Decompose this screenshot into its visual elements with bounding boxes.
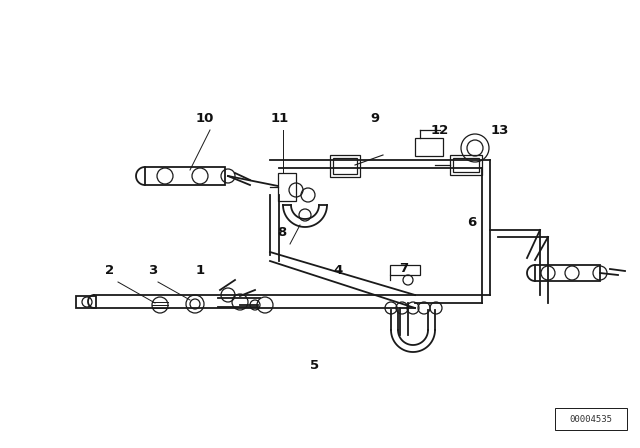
Bar xyxy=(415,138,443,156)
Bar xyxy=(555,408,627,430)
Text: 13: 13 xyxy=(491,124,509,137)
Text: 4: 4 xyxy=(333,263,342,276)
Text: 2: 2 xyxy=(106,263,115,276)
Bar xyxy=(535,265,600,281)
Text: 11: 11 xyxy=(271,112,289,125)
Text: 6: 6 xyxy=(467,215,477,228)
Bar xyxy=(145,167,225,185)
Bar xyxy=(278,173,296,201)
Text: 10: 10 xyxy=(196,112,214,125)
Bar xyxy=(450,155,482,175)
Bar xyxy=(330,155,360,177)
Text: 3: 3 xyxy=(148,263,157,276)
Bar xyxy=(453,158,479,172)
Text: 1: 1 xyxy=(195,263,205,276)
Text: 7: 7 xyxy=(399,262,408,275)
Text: 5: 5 xyxy=(310,358,319,371)
Text: 9: 9 xyxy=(371,112,380,125)
Text: 8: 8 xyxy=(277,225,287,238)
Text: 00004535: 00004535 xyxy=(570,414,612,423)
Bar xyxy=(333,158,357,174)
Bar xyxy=(76,296,96,308)
Text: 12: 12 xyxy=(431,124,449,137)
Bar xyxy=(390,265,420,275)
